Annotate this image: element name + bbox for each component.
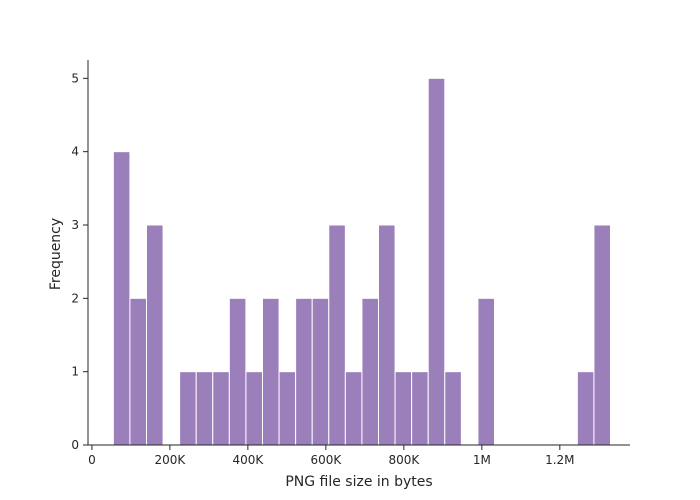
histogram-bar-17	[394, 371, 413, 446]
y-tick-label-3: 3	[71, 218, 79, 232]
x-tick-label-4: 800K	[388, 453, 420, 467]
x-tick-label-1: 200K	[154, 453, 186, 467]
histogram-bar-1	[129, 297, 147, 446]
x-tick-label-6: 1.2M	[545, 453, 574, 467]
histogram-bar-22	[477, 297, 496, 446]
histogram-bar-20	[444, 371, 462, 446]
y-tick-label-0: 0	[71, 438, 79, 452]
histogram-bar-12	[311, 297, 330, 446]
histogram-bar-7	[228, 297, 247, 446]
x-axis-label: PNG file size in bytes	[285, 474, 432, 490]
histogram-bar-28	[576, 371, 595, 446]
histogram-bar-2	[145, 224, 164, 446]
histogram-bar-29	[593, 224, 612, 446]
histogram-bar-13	[328, 224, 346, 446]
x-tick-label-0: 0	[88, 453, 96, 467]
x-tick-label-2: 400K	[232, 453, 264, 467]
y-axis-label: Frequency	[48, 218, 64, 290]
y-tick-label-5: 5	[71, 71, 79, 85]
histogram-bar-16	[377, 224, 396, 446]
x-axis-ticks: 0 200K 400K 600K 800K 1M 1.2M	[88, 445, 575, 467]
histogram-bar-19	[427, 77, 446, 446]
histogram-bar-14	[344, 371, 363, 446]
histogram-bar-18	[411, 371, 429, 446]
x-tick-label-3: 600K	[310, 453, 342, 467]
histogram-bar-10	[278, 371, 297, 446]
histogram-bar-0	[112, 151, 131, 446]
histogram-bar-4	[179, 371, 197, 446]
histogram-bar-6	[212, 371, 230, 446]
y-tick-label-4: 4	[71, 145, 79, 159]
y-tick-label-1: 1	[71, 365, 79, 379]
histogram-bar-9	[261, 297, 280, 446]
histogram-bar-15	[361, 297, 379, 446]
histogram-bar-11	[295, 297, 313, 446]
x-tick-label-5: 1M	[473, 453, 491, 467]
histogram-bar-5	[195, 371, 214, 446]
histogram-bar-8	[245, 371, 263, 446]
y-axis-ticks: 0 1 2 3 4 5	[71, 71, 88, 452]
histogram-bars	[112, 77, 612, 446]
y-tick-label-2: 2	[71, 291, 79, 305]
